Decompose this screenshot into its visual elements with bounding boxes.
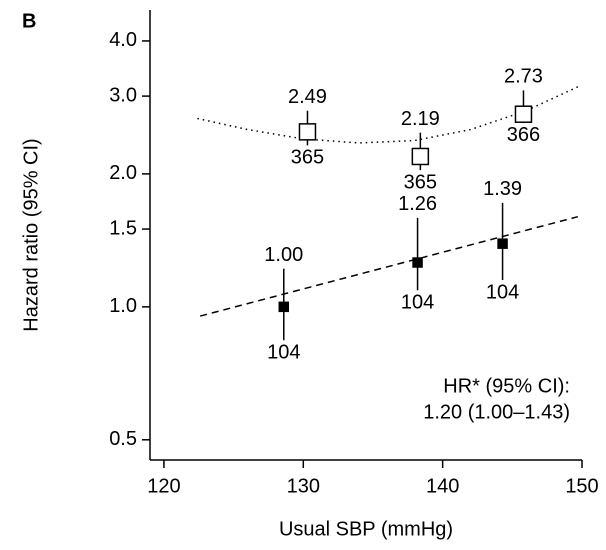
fit-line (199, 215, 579, 317)
count-label: 104 (486, 281, 519, 303)
point (298, 123, 317, 141)
value-label: 1.00 (264, 244, 303, 266)
y-axis-label: Hazard ratio (95% CI) (20, 138, 42, 331)
y-tick-label: 1.0 (109, 295, 137, 317)
value-label: 2.49 (288, 86, 327, 108)
count-label: 366 (507, 124, 540, 146)
value-label: 1.26 (398, 193, 437, 215)
count-label: 365 (404, 171, 437, 193)
point (412, 257, 423, 268)
point (514, 105, 533, 123)
value-label: 1.39 (483, 178, 522, 200)
annotation: 1.20 (1.00–1.43) (423, 401, 570, 423)
value-label: 2.73 (504, 66, 543, 88)
panel-label: B (22, 10, 36, 32)
x-tick-label: 120 (147, 475, 180, 497)
x-tick-label: 150 (565, 475, 598, 497)
count-label: 104 (267, 342, 300, 364)
y-tick-label: 1.5 (109, 217, 137, 239)
x-axis-label: Usual SBP (mmHg) (279, 518, 453, 540)
count-label: 365 (291, 147, 324, 169)
y-tick-label: 0.5 (109, 428, 137, 450)
x-tick-label: 130 (287, 475, 320, 497)
point (278, 301, 290, 313)
point (497, 238, 508, 249)
value-label: 2.19 (401, 108, 440, 130)
y-tick-label: 4.0 (109, 29, 137, 51)
y-tick-label: 3.0 (109, 84, 137, 106)
y-tick-label: 2.0 (109, 162, 137, 184)
annotation: HR* (95% CI): (443, 375, 570, 397)
point (411, 147, 430, 166)
x-tick-label: 140 (426, 475, 459, 497)
count-label: 104 (401, 292, 434, 314)
